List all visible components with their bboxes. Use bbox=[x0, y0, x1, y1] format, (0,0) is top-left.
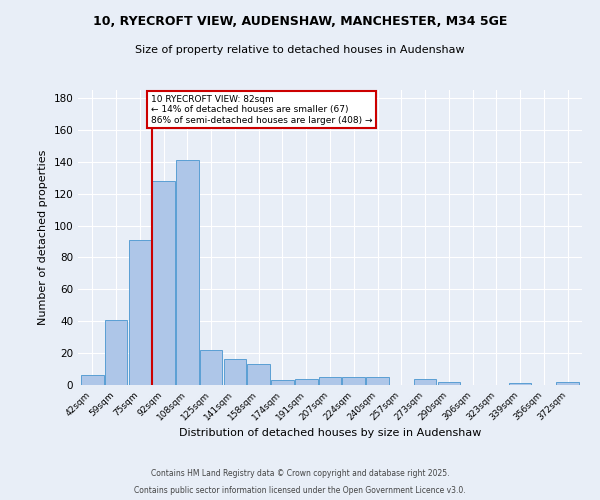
Bar bbox=[414, 378, 436, 385]
Text: 10 RYECROFT VIEW: 82sqm
← 14% of detached houses are smaller (67)
86% of semi-de: 10 RYECROFT VIEW: 82sqm ← 14% of detache… bbox=[151, 95, 372, 124]
Text: Contains HM Land Registry data © Crown copyright and database right 2025.: Contains HM Land Registry data © Crown c… bbox=[151, 468, 449, 477]
Bar bbox=[556, 382, 579, 385]
Bar bbox=[509, 384, 532, 385]
Bar bbox=[200, 350, 223, 385]
Bar bbox=[319, 377, 341, 385]
Text: 10, RYECROFT VIEW, AUDENSHAW, MANCHESTER, M34 5GE: 10, RYECROFT VIEW, AUDENSHAW, MANCHESTER… bbox=[93, 15, 507, 28]
X-axis label: Distribution of detached houses by size in Audenshaw: Distribution of detached houses by size … bbox=[179, 428, 481, 438]
Bar bbox=[295, 378, 317, 385]
Text: Size of property relative to detached houses in Audenshaw: Size of property relative to detached ho… bbox=[135, 45, 465, 55]
Bar bbox=[176, 160, 199, 385]
Bar bbox=[366, 377, 389, 385]
Bar bbox=[247, 364, 270, 385]
Bar bbox=[128, 240, 151, 385]
Bar bbox=[152, 181, 175, 385]
Bar bbox=[271, 380, 294, 385]
Bar bbox=[81, 376, 104, 385]
Text: Contains public sector information licensed under the Open Government Licence v3: Contains public sector information licen… bbox=[134, 486, 466, 495]
Bar bbox=[224, 360, 246, 385]
Bar bbox=[437, 382, 460, 385]
Y-axis label: Number of detached properties: Number of detached properties bbox=[38, 150, 48, 325]
Bar bbox=[343, 377, 365, 385]
Bar bbox=[105, 320, 127, 385]
